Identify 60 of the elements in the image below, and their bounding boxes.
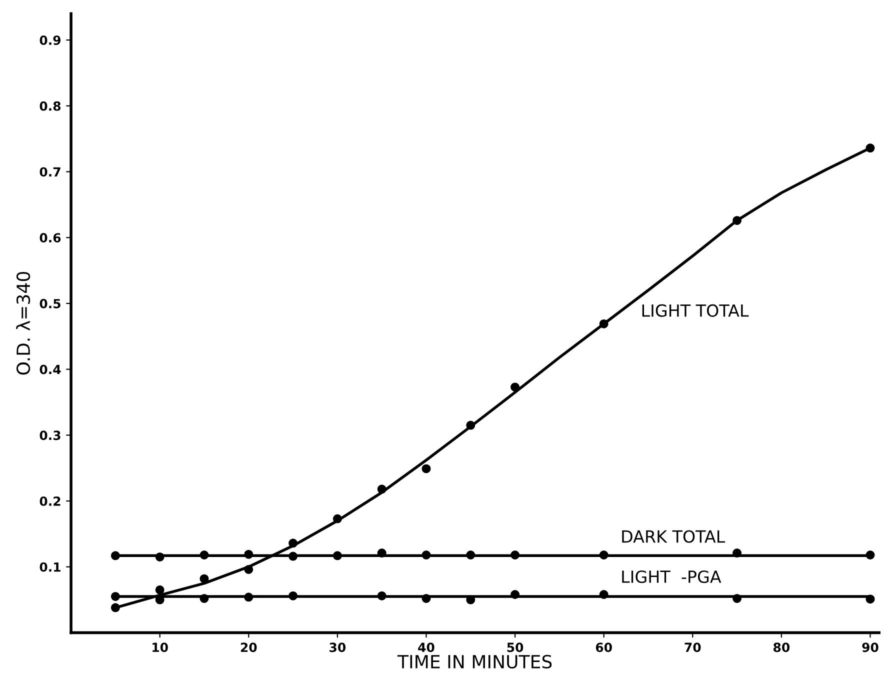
point — [288, 552, 298, 561]
point — [510, 550, 520, 560]
x-tick-label: 30 — [330, 642, 346, 652]
point — [110, 603, 120, 612]
point — [466, 420, 476, 430]
point — [155, 585, 164, 594]
point — [332, 514, 342, 524]
point — [288, 538, 298, 548]
y-tick-label: 0.3 — [40, 430, 60, 440]
point — [422, 464, 431, 474]
point — [200, 594, 209, 603]
point — [732, 594, 742, 603]
point — [866, 144, 875, 153]
point — [244, 550, 254, 559]
annotation: LIGHT TOTAL — [642, 304, 749, 317]
point — [599, 550, 608, 560]
point — [732, 548, 742, 558]
y-tick-label: 0.8 — [40, 101, 61, 111]
point — [288, 591, 298, 600]
point — [866, 550, 875, 560]
point — [510, 590, 520, 600]
x-tick-label: 40 — [418, 642, 434, 652]
point — [377, 484, 386, 494]
x-tick-label: 50 — [507, 642, 524, 652]
annotation: LIGHT -PGA — [622, 570, 722, 584]
point — [466, 595, 476, 604]
x-tick-label: 80 — [774, 642, 790, 652]
point — [155, 552, 164, 562]
x-tick-label: 20 — [240, 642, 257, 652]
y-tick-label: 0.4 — [40, 364, 61, 374]
y-tick-label: 0.6 — [40, 233, 61, 243]
y-tick-label: 0.5 — [40, 298, 60, 308]
x-tick-label: 70 — [684, 642, 701, 652]
x-axis-title: TIME IN MINUTES — [397, 654, 552, 668]
point — [377, 591, 386, 600]
y-axis-title: O.D. λ=340 — [16, 272, 30, 375]
x-tick-label: 60 — [596, 642, 612, 652]
point — [244, 592, 254, 602]
point — [510, 382, 520, 392]
point — [866, 594, 875, 604]
y-tick-label: 0.2 — [40, 496, 60, 506]
point — [732, 216, 742, 225]
point — [599, 319, 608, 328]
point — [332, 551, 342, 560]
point — [110, 592, 120, 601]
point — [244, 564, 254, 574]
point — [200, 574, 209, 584]
y-tick-label: 0.1 — [40, 562, 60, 572]
x-tick-label: 10 — [152, 642, 168, 652]
point — [422, 594, 431, 603]
point — [422, 550, 431, 560]
point — [110, 551, 120, 560]
point — [599, 590, 608, 600]
y-tick-label: 0.7 — [40, 167, 60, 177]
y-tick-label: 0.9 — [40, 35, 61, 45]
annotation: DARK TOTAL — [622, 530, 726, 543]
point — [200, 550, 209, 560]
point — [466, 550, 476, 560]
point — [377, 548, 386, 558]
x-tick-label: 90 — [862, 642, 878, 652]
